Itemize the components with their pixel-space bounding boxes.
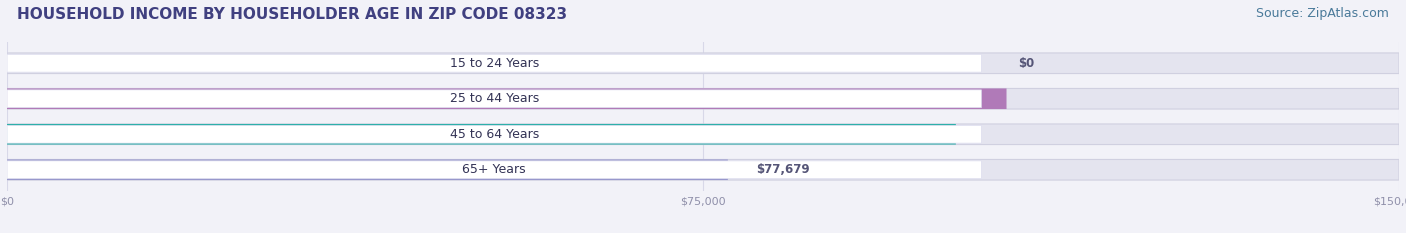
FancyBboxPatch shape: [7, 124, 956, 144]
Text: $107,708: $107,708: [917, 92, 979, 105]
FancyBboxPatch shape: [7, 159, 1399, 180]
FancyBboxPatch shape: [7, 159, 728, 180]
FancyBboxPatch shape: [7, 90, 981, 108]
FancyBboxPatch shape: [7, 53, 1399, 74]
FancyBboxPatch shape: [7, 125, 981, 143]
FancyBboxPatch shape: [7, 124, 1399, 144]
FancyBboxPatch shape: [7, 161, 981, 179]
Text: HOUSEHOLD INCOME BY HOUSEHOLDER AGE IN ZIP CODE 08323: HOUSEHOLD INCOME BY HOUSEHOLDER AGE IN Z…: [17, 7, 567, 22]
Text: 45 to 64 Years: 45 to 64 Years: [450, 128, 538, 141]
Text: $77,679: $77,679: [755, 163, 810, 176]
Text: 65+ Years: 65+ Years: [463, 163, 526, 176]
Text: Source: ZipAtlas.com: Source: ZipAtlas.com: [1256, 7, 1389, 20]
Text: $102,250: $102,250: [866, 128, 928, 141]
FancyBboxPatch shape: [7, 89, 1399, 109]
Text: 15 to 24 Years: 15 to 24 Years: [450, 57, 538, 70]
Text: $0: $0: [1018, 57, 1035, 70]
Text: 25 to 44 Years: 25 to 44 Years: [450, 92, 538, 105]
FancyBboxPatch shape: [7, 54, 981, 72]
FancyBboxPatch shape: [7, 89, 1007, 109]
